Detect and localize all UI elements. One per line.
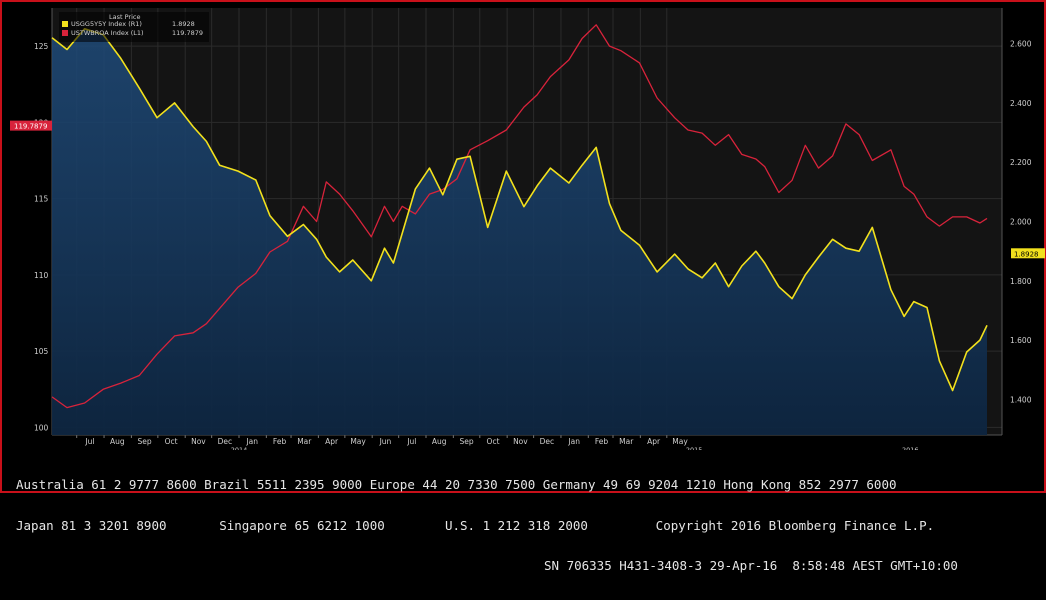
x-tick-label: Feb [273,437,287,446]
x-tick-label: Sep [138,437,152,446]
left-tick-label: 125 [34,42,49,51]
right-tick-label: 2.000 [1010,218,1032,227]
x-tick-label: Nov [191,437,206,446]
x-tick-label: Mar [619,437,634,446]
x-tick-label: May [350,437,366,446]
left-tick-label: 105 [34,347,49,356]
x-tick-label: Jul [406,437,416,446]
left-tick-label: 100 [34,423,49,432]
right-tick-label: 1.600 [1010,336,1032,345]
x-tick-label: Jun [379,437,392,446]
x-tick-label: Mar [297,437,312,446]
right-tick-label: 2.600 [1010,40,1032,49]
footer-line-3: SN 706335 H431-3408-3 29-Apr-16 8:58:48 … [544,558,958,573]
legend-header: Last Price [109,13,140,21]
footer: Australia 61 2 9777 8600 Brazil 5511 239… [16,451,1040,600]
left-value-tag [10,120,52,131]
legend-box [59,12,209,42]
legend-swatch [62,21,68,27]
x-tick-label: Aug [432,437,447,446]
x-tick-label: Oct [165,437,178,446]
left-tick-label: 115 [34,195,49,204]
ustwbroa-line [51,24,988,409]
legend-last-value: 1.8928 [172,20,195,28]
x-tick-label: May [672,437,688,446]
right-tick-label: 2.400 [1010,99,1032,108]
legend-last-value: 119.7879 [172,29,203,37]
right-value-tag-text: 1.8928 [1014,250,1039,258]
x-tick-label: Dec [540,437,555,446]
chart-frame: Jul Aug Sep Oct Nov Dec Jan Feb Mar Apr May Jun Jul A… [0,0,1046,572]
legend-label: USTWBROA Index (L1) [71,29,144,37]
right-tick-label: 2.200 [1010,158,1032,167]
x-year-label: 2014 [231,446,248,450]
chart: Jul Aug Sep Oct Nov Dec Jan Feb Mar Apr May Jun Jul A… [10,8,1045,450]
x-year-label: 2015 [686,446,703,450]
x-tick-label: Oct [487,437,500,446]
right-value-tag [1011,248,1045,259]
x-tick-label: Sep [460,437,474,446]
usgg5y5y-line [51,28,988,392]
x-tick-label: Nov [513,437,528,446]
x-tick-label: Apr [647,437,661,446]
x-tick-label: Jul [84,437,94,446]
x-tick-label: Apr [325,437,339,446]
x-tick-label: Feb [595,437,609,446]
x-year-label: 2016 [902,446,919,450]
left-tick-label: 110 [34,271,49,280]
footer-line-2: Japan 81 3 3201 8900 Singapore 65 6212 1… [16,517,935,533]
left-value-tag-text: 119.7879 [14,123,47,131]
x-tick-label: Jan [567,437,580,446]
legend-swatch [62,30,68,36]
footer-line-1: Australia 61 2 9777 8600 Brazil 5511 239… [16,477,897,492]
usgg5y5y-area [52,28,988,436]
x-tick-label: Aug [110,437,125,446]
right-tick-label: 1.400 [1010,395,1032,404]
x-tick-label: Dec [218,437,233,446]
legend-label: USGG5Y5Y Index (R1) [71,20,142,28]
right-tick-label: 1.800 [1010,277,1032,286]
x-tick-label: Jan [245,437,258,446]
